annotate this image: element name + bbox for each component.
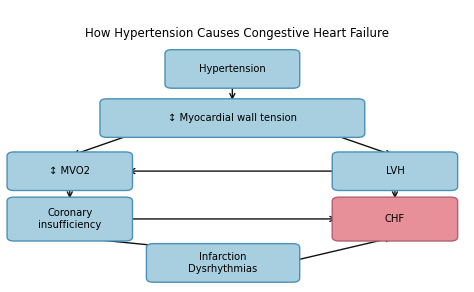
FancyBboxPatch shape: [332, 152, 457, 190]
FancyBboxPatch shape: [332, 197, 457, 241]
Text: LVH: LVH: [385, 166, 404, 176]
Text: Hypertension: Hypertension: [199, 64, 266, 74]
Text: ↕ Myocardial wall tension: ↕ Myocardial wall tension: [168, 113, 297, 123]
FancyBboxPatch shape: [100, 99, 365, 137]
Text: Infarction
Dysrhythmias: Infarction Dysrhythmias: [189, 252, 258, 274]
Text: Coronary
insufficiency: Coronary insufficiency: [38, 208, 101, 230]
Text: ↕ MVO2: ↕ MVO2: [49, 166, 90, 176]
FancyBboxPatch shape: [165, 50, 300, 88]
FancyBboxPatch shape: [146, 244, 300, 282]
FancyBboxPatch shape: [7, 152, 132, 190]
FancyBboxPatch shape: [7, 197, 132, 241]
Text: How Hypertension Causes Congestive Heart Failure: How Hypertension Causes Congestive Heart…: [85, 27, 389, 40]
Text: CHF: CHF: [385, 214, 405, 224]
